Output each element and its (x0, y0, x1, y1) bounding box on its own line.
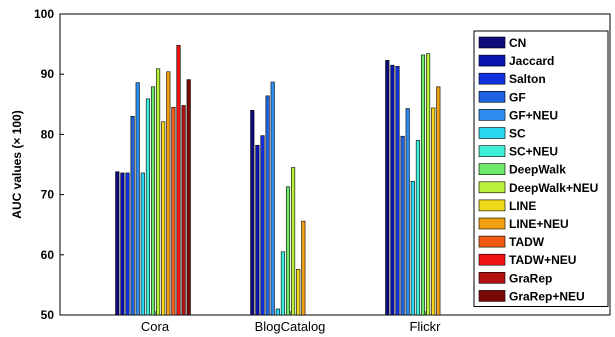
bar-blogcatalog-cn (250, 110, 255, 316)
y-tick-label: 50 (41, 308, 55, 322)
legend-swatch (478, 181, 506, 194)
legend-swatch (478, 253, 506, 266)
x-tick-label: Cora (141, 319, 170, 334)
bar-blogcatalog-sc-plus-neu (280, 251, 285, 316)
bar-flickr-jaccard (390, 64, 395, 316)
bar-flickr-cn (385, 60, 390, 316)
y-tick-label: 80 (41, 127, 55, 141)
bar-flickr-salton (395, 66, 400, 316)
legend-swatch (478, 109, 506, 121)
bar-blogcatalog-deepwalk (285, 186, 291, 316)
bar-blogcatalog-line-plus-neu (301, 220, 306, 316)
legend-label: GF (509, 90, 526, 104)
legend-label: TADW+NEU (509, 253, 576, 267)
bar-cora-gf (130, 116, 135, 316)
legend-label: LINE (509, 199, 536, 213)
bar-cora-deepwalk (150, 86, 156, 316)
y-tick-label: 60 (41, 248, 55, 262)
bar-cora-line-plus-neu (166, 71, 171, 316)
legend-label: GF+NEU (509, 108, 558, 122)
legend-label: DeepWalk+NEU (509, 181, 598, 195)
x-tick-label: BlogCatalog (255, 319, 326, 334)
bar-cora-grarep (181, 105, 186, 316)
bar-cora-tadw (171, 107, 176, 316)
bar-flickr-deepwalk (420, 54, 426, 316)
legend-label: TADW (509, 235, 545, 249)
bar-flickr-gf (400, 135, 405, 316)
legend-label: GraRep (509, 271, 552, 285)
bar-cora-gf-plus-neu (135, 82, 140, 316)
bar-blogcatalog-gf (265, 95, 270, 316)
bar-flickr-sc (410, 181, 415, 316)
bar-cora-salton (125, 172, 130, 316)
bar-cora-cn (115, 171, 120, 316)
legend-label: Salton (509, 72, 546, 86)
x-tick-label: Flickr (409, 319, 441, 334)
legend-swatch (478, 127, 506, 139)
legend-label: GraRep+NEU (509, 289, 585, 303)
bar-flickr-line-plus-neu (436, 86, 441, 316)
bar-cora-sc (140, 172, 145, 316)
bar-blogcatalog-sc (275, 308, 280, 316)
legend-label: CN (509, 36, 526, 50)
legend-label: DeepWalk (509, 163, 566, 177)
bar-cora-grarep-plus-neu (186, 79, 191, 316)
y-tick-label: 100 (34, 7, 54, 21)
legend-label: Jaccard (509, 54, 554, 68)
legend-swatch (478, 54, 506, 67)
legend-swatch (478, 217, 506, 230)
bar-cora-jaccard (120, 172, 125, 316)
legend-label: SC (509, 127, 526, 141)
y-axis: 50 60 70 80 90 100 (34, 7, 64, 322)
bar-blogcatalog-line (296, 268, 301, 316)
y-tick-label: 90 (41, 67, 55, 81)
legend-swatch (478, 36, 506, 49)
bar-cora-tadw-plus-neu (176, 44, 181, 316)
bar-flickr-gf-plus-neu (405, 108, 410, 316)
legend-swatch (478, 72, 506, 85)
legend-swatch (478, 145, 506, 157)
bar-cora-deepwalk-plus-neu (156, 68, 161, 316)
legend-swatch (478, 271, 506, 284)
bars (115, 44, 441, 316)
bar-blogcatalog-deepwalk-plus-neu (291, 167, 296, 316)
y-axis-label: AUC values (× 100) (10, 110, 24, 218)
legend-swatch (478, 91, 506, 103)
bar-blogcatalog-jaccard (255, 144, 260, 316)
legend-swatch (478, 163, 506, 175)
legend-swatch (478, 290, 506, 302)
legend-swatch (478, 199, 506, 212)
bar-flickr-sc-plus-neu (415, 140, 420, 316)
legend-swatch (478, 235, 506, 248)
bar-cora-sc-plus-neu (145, 98, 150, 316)
bar-cora-line (161, 121, 166, 316)
bar-blogcatalog-salton (260, 135, 265, 316)
bar-flickr-line (431, 107, 436, 316)
legend-label: SC+NEU (509, 145, 558, 159)
legend: CN Jaccard Salton GF GF+NEU SC SC+NEU DeepWalk D… (473, 30, 609, 307)
bar-blogcatalog-gf-plus-neu (270, 81, 275, 316)
legend-label: LINE+NEU (509, 217, 569, 231)
bar-flickr-deepwalk-plus-neu (426, 53, 431, 316)
x-axis: Cora BlogCatalog Flickr (141, 311, 441, 334)
y-tick-label: 70 (41, 188, 55, 202)
